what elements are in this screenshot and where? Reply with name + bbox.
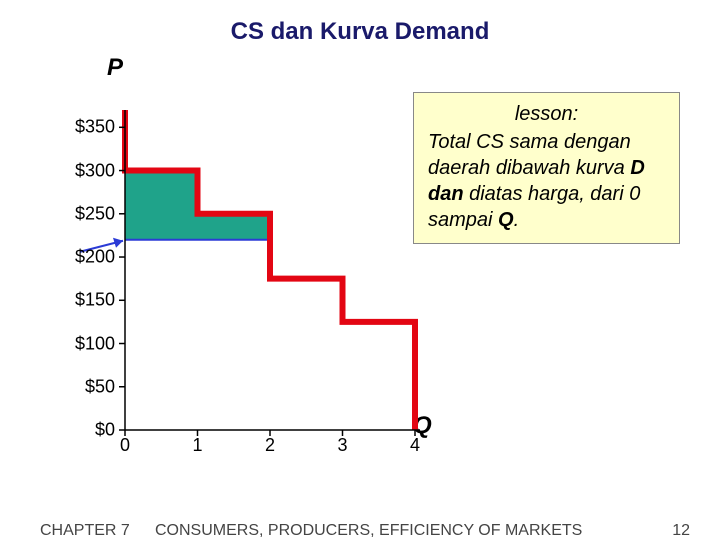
y-tick-label: $150 — [75, 290, 115, 311]
y-tick-label: $50 — [85, 376, 115, 397]
footer-text: CONSUMERS, PRODUCERS, EFFICIENCY OF MARK… — [155, 522, 582, 540]
y-tick-label: $250 — [75, 203, 115, 224]
y-tick-label: $200 — [75, 247, 115, 268]
y-axis-label: P — [107, 54, 123, 82]
y-tick-label: $300 — [75, 160, 115, 181]
lesson-box: lesson: Total CS sama dengan daerah diba… — [413, 92, 680, 244]
lesson-heading: lesson: — [428, 101, 665, 127]
footer-page: 12 — [672, 522, 690, 540]
demand-chart: $0 $50 $100 $150 $200 $250 $300 $350 0 1 2 3 4 — [60, 80, 420, 460]
x-tick-label: 1 — [192, 435, 202, 456]
page-title: CS dan Kurva Demand — [0, 0, 720, 46]
y-tick-label: $100 — [75, 333, 115, 354]
lesson-body: Total CS sama dengan daerah dibawah kurv… — [428, 129, 665, 233]
y-tick-label: $0 — [95, 420, 115, 441]
x-tick-label: 4 — [410, 435, 420, 456]
y-tick-label: $350 — [75, 117, 115, 138]
footer-chapter: CHAPTER 7 — [40, 522, 130, 540]
x-tick-label: 0 — [120, 435, 130, 456]
x-tick-label: 3 — [337, 435, 347, 456]
x-tick-label: 2 — [265, 435, 275, 456]
